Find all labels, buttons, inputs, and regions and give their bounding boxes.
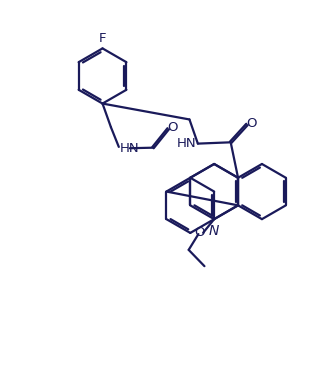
Text: F: F xyxy=(99,32,106,45)
Text: HN: HN xyxy=(177,137,197,150)
Text: O: O xyxy=(194,226,204,239)
Text: N: N xyxy=(209,224,219,238)
Text: O: O xyxy=(246,117,257,130)
Text: HN: HN xyxy=(120,142,140,155)
Text: O: O xyxy=(168,121,178,134)
